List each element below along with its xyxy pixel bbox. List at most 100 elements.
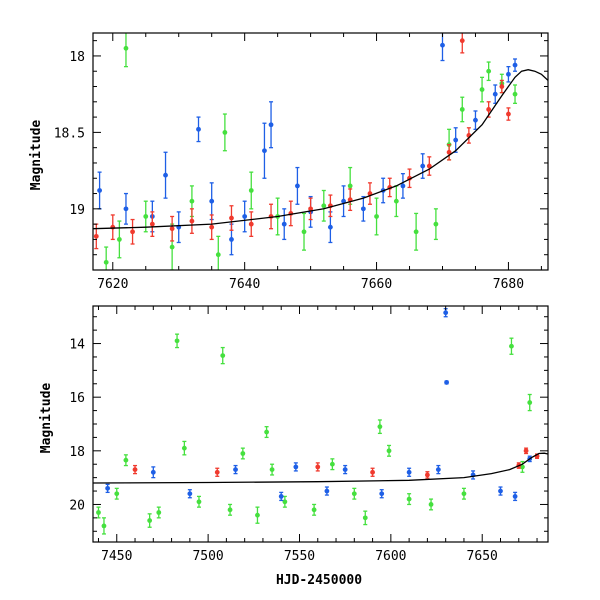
top-series-1-point-16 xyxy=(433,221,439,227)
bottom-y-tick-label-0: 14 xyxy=(69,338,85,353)
bottom-y-tick-label-3: 20 xyxy=(69,498,85,513)
top-x-tick-label-0: 7620 xyxy=(97,277,128,292)
top-series-2-point-3 xyxy=(149,221,155,227)
top-series-2-point-11 xyxy=(308,206,314,212)
top-series-0-point-14 xyxy=(327,224,333,230)
top-series-1-point-14 xyxy=(393,198,399,204)
top-x-tick-label-1: 7640 xyxy=(229,277,260,292)
top-series-0-point-3 xyxy=(163,172,168,178)
bottom-series-1-point-7 xyxy=(342,467,348,472)
top-panel-frame xyxy=(92,32,549,271)
bottom-series-0-point-2 xyxy=(114,491,120,497)
top-series-1-point-15 xyxy=(413,229,419,235)
bottom-series-0-point-10 xyxy=(227,507,233,513)
top-series-0-point-18 xyxy=(400,183,406,189)
bottom-series-0-point-22 xyxy=(406,496,412,502)
top-series-1-point-3 xyxy=(143,214,149,219)
bottom-series-1-point-11 xyxy=(443,310,449,316)
top-series-2-point-4 xyxy=(169,226,175,232)
bottom-series-1-point-8 xyxy=(379,491,385,497)
top-series-2-point-0 xyxy=(93,233,99,239)
bottom-x-tick-label-2: 7550 xyxy=(284,549,315,564)
bottom-panel-x-axis-title: HJD-2450000 xyxy=(276,573,362,588)
bottom-series-0-point-24 xyxy=(461,491,467,497)
bottom-panel-y-axis-title: Magnitude xyxy=(39,383,54,454)
bottom-series-0-point-6 xyxy=(174,338,180,344)
top-series-0-point-25 xyxy=(512,62,518,68)
top-series-1-point-20 xyxy=(486,68,492,74)
top-series-0-point-19 xyxy=(420,163,426,169)
top-series-1-point-2 xyxy=(123,45,129,51)
bottom-series-1-point-6 xyxy=(324,488,330,494)
top-series-0-point-10 xyxy=(268,122,274,128)
top-panel-data xyxy=(93,33,518,270)
bottom-series-0-point-1 xyxy=(101,523,107,529)
top-series-0-point-22 xyxy=(473,117,478,123)
top-x-tick-label-2: 7660 xyxy=(361,277,392,292)
bottom-series-0-point-20 xyxy=(377,424,383,430)
top-series-1-point-1 xyxy=(116,237,122,242)
bottom-series-0-point-23 xyxy=(428,502,434,507)
top-series-0-point-15 xyxy=(341,198,346,204)
bottom-series-0-point-26 xyxy=(520,464,525,470)
bottom-series-1-point-1 xyxy=(150,469,156,475)
top-series-0-point-1 xyxy=(123,206,129,212)
bottom-series-0-point-3 xyxy=(123,457,129,463)
bottom-series-0-point-16 xyxy=(311,507,317,513)
top-panel-model-curve xyxy=(93,69,548,230)
top-panel-y-axis-title: Magnitude xyxy=(29,120,44,191)
bottom-series-0-point-27 xyxy=(527,400,533,405)
bottom-panel-data xyxy=(96,308,540,535)
top-series-0-point-7 xyxy=(229,237,234,242)
top-y-tick-label-2: 19 xyxy=(69,203,85,218)
top-series-2-point-18 xyxy=(446,149,452,155)
top-series-2-point-21 xyxy=(486,107,492,112)
top-series-2-point-19 xyxy=(459,38,465,44)
bottom-x-tick-label-4: 7650 xyxy=(467,549,498,564)
bottom-series-1-point-5 xyxy=(293,464,299,470)
bottom-series-0-point-18 xyxy=(351,491,357,497)
bottom-x-tick-label-0: 7450 xyxy=(101,549,132,564)
bottom-series-0-point-13 xyxy=(264,429,269,435)
top-series-0-point-8 xyxy=(242,214,248,219)
bottom-series-1-point-2 xyxy=(187,491,193,497)
top-panel: 7620 7640 7660 7680 18 18.5 19 Magnitude xyxy=(29,32,549,292)
bottom-series-2-point-3 xyxy=(370,469,375,475)
top-series-1-point-22 xyxy=(512,91,518,97)
top-series-2-point-23 xyxy=(506,111,511,117)
bottom-panel-ticks: 7450 7500 7550 7600 7650 14 16 18 20 xyxy=(69,306,548,564)
bottom-series-0-point-8 xyxy=(196,499,202,505)
top-series-2-point-5 xyxy=(189,218,195,224)
top-y-tick-label-1: 18.5 xyxy=(54,126,85,141)
bottom-x-tick-label-1: 7500 xyxy=(192,549,223,564)
bottom-series-0-point-17 xyxy=(329,461,335,467)
top-series-2-point-6 xyxy=(209,224,215,230)
bottom-y-tick-label-1: 16 xyxy=(69,391,85,406)
bottom-series-0-point-25 xyxy=(509,343,514,349)
bottom-series-0 xyxy=(96,333,533,535)
top-series-1-point-8 xyxy=(248,188,254,193)
top-series-0-point-20 xyxy=(440,42,445,48)
bottom-series-1-point-9 xyxy=(406,469,412,475)
bottom-series-2-point-1 xyxy=(214,469,220,475)
bottom-series-1-point-4 xyxy=(278,494,284,499)
top-series-1-point-19 xyxy=(479,87,485,92)
top-series-0-point-12 xyxy=(295,183,300,189)
top-series-1-point-12 xyxy=(347,183,353,189)
bottom-series-1-point-0 xyxy=(105,485,111,491)
bottom-series-2-point-4 xyxy=(424,472,430,478)
bottom-series-1-point-12 xyxy=(444,380,449,385)
bottom-series-2-point-6 xyxy=(523,448,529,454)
top-series-1-point-10 xyxy=(301,229,307,235)
bottom-series-0-point-0 xyxy=(96,510,101,515)
bottom-panel-model-curve xyxy=(93,452,548,484)
top-series-2-point-2 xyxy=(130,229,135,235)
top-series-2-point-1 xyxy=(110,224,116,230)
bottom-series-1-point-15 xyxy=(512,494,518,499)
bottom-series-0-point-21 xyxy=(386,448,392,454)
bottom-series-1 xyxy=(105,308,533,502)
top-series-0-point-5 xyxy=(196,126,201,132)
top-series-0-point-16 xyxy=(360,206,366,212)
